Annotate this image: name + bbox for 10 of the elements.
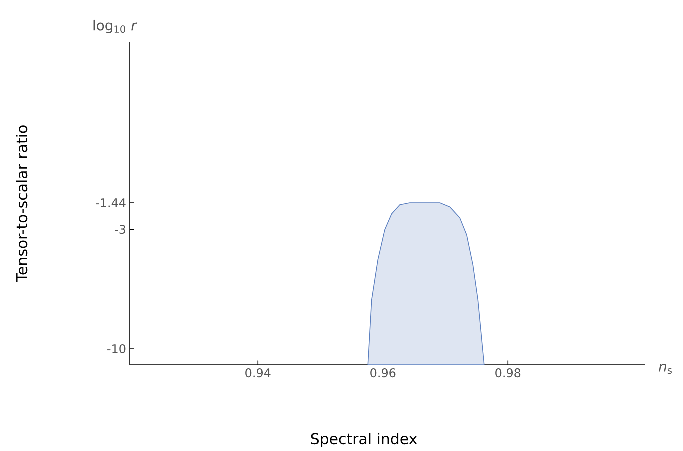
x-axis-title: Spectral index [311,433,418,448]
x-tick-label: 0.96 [370,368,396,378]
x-tick-label: 0.94 [246,368,271,378]
y-axis-title: Tensor-to-scalar ratio [16,126,28,282]
x-tick-label: 0.98 [496,368,521,378]
text: log$_{10}$ r [94,20,138,34]
y-tick-label: -10 [108,344,126,354]
y-tick-label: -1.44 [96,198,126,208]
text: n$_{s}$ [659,364,672,374]
y-tick-label: -3 [115,225,126,234]
